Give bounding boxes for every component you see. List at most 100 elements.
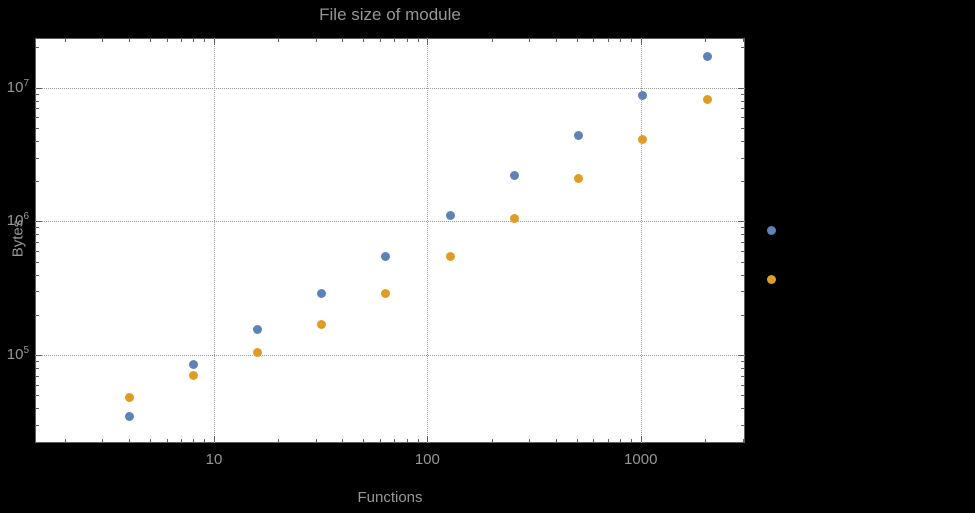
- y-tick-label: 106: [6, 211, 29, 230]
- data-point: [381, 251, 391, 261]
- data-point: [253, 325, 263, 335]
- x-tick: [64, 39, 66, 42]
- y-tick: [741, 140, 744, 142]
- y-tick: [36, 157, 39, 159]
- data-point: [702, 94, 712, 104]
- y-tick: [741, 408, 744, 410]
- y-tick: [741, 127, 744, 129]
- x-tick: [278, 39, 280, 42]
- y-tick: [36, 395, 39, 397]
- x-tick-label: 1000: [624, 451, 658, 468]
- chart-title: File size of module: [319, 5, 461, 24]
- x-gridline: [427, 38, 429, 443]
- y-tick: [36, 355, 42, 357]
- data-point: [188, 371, 198, 381]
- x-tick: [576, 439, 578, 442]
- x-tick: [315, 439, 317, 442]
- x-tick: [380, 39, 381, 42]
- y-tick: [741, 234, 744, 236]
- y-tick: [36, 408, 39, 410]
- x-tick: [640, 436, 642, 442]
- y-tick: [36, 242, 39, 244]
- y-tick: [36, 361, 39, 363]
- y-tick: [741, 181, 744, 183]
- y-tick: [741, 361, 744, 363]
- data-point: [381, 288, 391, 298]
- x-tick: [417, 439, 419, 442]
- y-gridline: [35, 87, 745, 89]
- y-tick: [741, 100, 744, 102]
- data-point: [317, 288, 327, 298]
- y-tick: [36, 368, 39, 370]
- y-tick: [741, 375, 744, 377]
- data-point: [317, 319, 327, 329]
- x-tick: [204, 439, 206, 442]
- x-tick: [213, 39, 215, 45]
- y-tick: [741, 227, 744, 229]
- y-tick: [36, 140, 39, 142]
- y-gridline: [35, 221, 745, 223]
- x-tick: [576, 39, 578, 42]
- y-tick: [741, 117, 744, 119]
- data-point: [638, 134, 648, 144]
- data-point: [702, 52, 712, 62]
- y-tick: [36, 375, 39, 377]
- x-tick: [193, 439, 195, 442]
- y-tick: [741, 314, 744, 316]
- data-point: [445, 251, 455, 261]
- y-tick: [741, 108, 744, 110]
- y-tick-label: 107: [6, 77, 29, 96]
- data-point: [124, 393, 134, 403]
- x-tick: [607, 39, 609, 42]
- y-tick: [36, 93, 39, 95]
- data-point: [574, 130, 584, 140]
- x-tick: [555, 439, 557, 442]
- x-tick: [427, 39, 429, 45]
- y-tick: [36, 291, 39, 293]
- x-tick: [363, 39, 365, 42]
- y-tick: [741, 384, 744, 386]
- x-tick: [491, 439, 493, 442]
- x-tick: [406, 439, 408, 442]
- x-tick: [394, 439, 396, 442]
- x-tick: [363, 439, 365, 442]
- x-tick: [620, 439, 622, 442]
- x-tick: [742, 39, 744, 42]
- y-tick: [36, 261, 39, 263]
- y-tick: [741, 291, 744, 293]
- x-tick-label: 10: [205, 451, 223, 468]
- x-tick: [213, 436, 215, 442]
- x-tick: [166, 39, 168, 42]
- x-tick: [406, 39, 408, 42]
- x-tick: [607, 439, 609, 442]
- y-tick: [741, 242, 744, 244]
- y-tick: [741, 261, 744, 263]
- y-tick: [741, 157, 744, 159]
- x-tick: [555, 39, 557, 42]
- y-tick: [36, 384, 39, 386]
- x-tick: [342, 39, 344, 42]
- x-tick: [529, 39, 531, 42]
- data-point: [574, 173, 584, 183]
- y-tick: [741, 368, 744, 370]
- x-tick: [278, 439, 280, 442]
- x-tick: [704, 39, 706, 42]
- x-tick: [149, 39, 151, 42]
- y-tick: [36, 274, 39, 276]
- y-tick: [36, 127, 39, 129]
- x-tick: [166, 439, 168, 442]
- x-tick: [394, 39, 396, 42]
- x-tick: [640, 39, 642, 45]
- data-point: [509, 171, 519, 181]
- x-tick: [315, 39, 317, 42]
- y-tick-label: 105: [6, 345, 29, 364]
- x-tick: [620, 39, 622, 42]
- y-tick: [36, 234, 39, 236]
- y-tick-exponent: 5: [23, 345, 29, 357]
- y-tick: [36, 424, 39, 426]
- x-tick: [129, 39, 131, 42]
- data-point: [509, 214, 519, 223]
- y-tick: [741, 251, 744, 252]
- y-tick: [36, 314, 39, 316]
- x-tick-label: 100: [414, 451, 440, 468]
